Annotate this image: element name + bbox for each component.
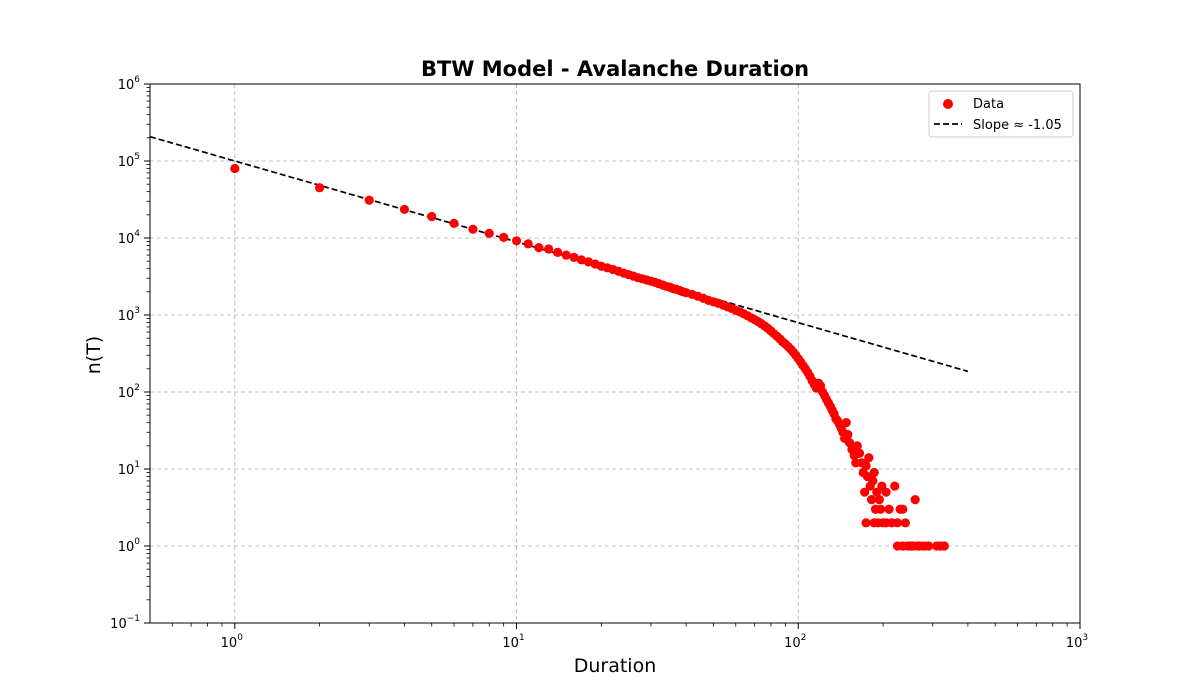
data-point	[892, 518, 903, 528]
y-tick-label-exponent: 6	[134, 75, 140, 85]
y-tick-label-base: 10	[118, 155, 135, 170]
y-tick-label: 101	[118, 460, 140, 478]
y-tick-label-exponent: 0	[134, 537, 140, 547]
x-tick-label-exponent: 2	[801, 633, 807, 643]
x-tick-label-base: 10	[221, 636, 238, 651]
data-point	[890, 481, 900, 491]
data-point	[860, 487, 870, 497]
y-tick-label: 102	[118, 383, 140, 401]
data-point	[910, 495, 920, 505]
y-tick-label-base: 10	[118, 309, 135, 324]
data-point	[861, 461, 871, 471]
data-point	[523, 239, 533, 249]
x-tick-label-base: 10	[784, 636, 801, 651]
data-point	[553, 247, 563, 258]
data-point	[852, 441, 862, 451]
data-point	[872, 487, 882, 497]
data-point	[499, 232, 509, 242]
y-tick-label: 100	[118, 537, 141, 555]
legend-entry-slope: Slope ≈ -1.05	[973, 118, 1062, 133]
y-tick-label-base: 10	[118, 463, 135, 478]
data-point	[399, 204, 410, 215]
x-tick-label: 102	[784, 633, 806, 651]
data-point	[544, 244, 554, 254]
data-point	[449, 218, 459, 228]
data-point	[900, 518, 910, 528]
x-tick-label-exponent: 0	[237, 633, 243, 643]
legend-marker-data	[943, 99, 953, 109]
data-point	[468, 224, 478, 234]
x-axis-label: Duration	[574, 655, 657, 677]
data-point	[534, 243, 544, 253]
data-point	[866, 495, 877, 505]
data-point	[484, 228, 494, 238]
data-point	[898, 504, 908, 514]
y-tick-label-base: 10	[118, 386, 135, 401]
data-point	[861, 518, 871, 528]
y-axis-label: n(T)	[83, 336, 105, 374]
data-point	[315, 183, 325, 193]
data-point	[881, 487, 891, 497]
data-point	[854, 448, 865, 458]
data-point	[569, 252, 579, 262]
data-point	[841, 418, 851, 428]
y-tick-label-exponent: 5	[134, 152, 140, 162]
x-tick-label-exponent: 3	[1082, 633, 1088, 643]
legend-frame	[928, 90, 1074, 138]
data-point	[864, 453, 874, 463]
grid	[150, 84, 1080, 623]
y-tick-label-exponent: 1	[134, 460, 140, 470]
y-tick-label-exponent: 2	[134, 383, 140, 393]
y-tick-label-exponent: 4	[134, 229, 140, 239]
data-point	[923, 541, 934, 551]
y-tick-label-base: 10	[118, 232, 135, 247]
x-tick-label-exponent: 1	[519, 633, 525, 643]
y-tick-label-exponent: 3	[134, 306, 140, 316]
y-tick-label: 105	[118, 152, 140, 170]
x-tick-label: 103	[1066, 633, 1088, 651]
data-points-layer	[230, 163, 949, 551]
y-tick-label: 104	[118, 229, 141, 247]
y-tick-label: 106	[118, 75, 141, 93]
data-point	[511, 236, 522, 246]
data-point	[427, 211, 437, 222]
data-point	[364, 195, 374, 205]
y-tick-label-exponent: −1	[127, 614, 140, 624]
legend: Data Slope ≈ -1.05	[928, 90, 1074, 138]
y-tick-label-base: 10	[110, 617, 127, 632]
data-point	[884, 504, 894, 514]
y-tick-label: 10−1	[110, 614, 140, 632]
data-point	[843, 429, 853, 440]
x-tick-label-base: 10	[502, 636, 519, 651]
data-point	[939, 541, 949, 551]
y-tick-label-base: 10	[118, 78, 135, 93]
plot-frame	[149, 83, 1081, 624]
x-tick-label-base: 10	[1066, 636, 1083, 651]
data-point	[869, 518, 879, 528]
data-point	[576, 255, 587, 265]
x-axis-ticks: 100 101 102 103	[171, 623, 1088, 651]
data-point	[868, 476, 878, 486]
data-point	[881, 518, 891, 528]
legend-entry-data: Data	[973, 97, 1004, 112]
data-point	[874, 495, 884, 505]
x-tick-label: 100	[221, 633, 244, 651]
y-tick-label: 103	[118, 306, 140, 324]
chart-title: BTW Model - Avalanche Duration	[421, 57, 809, 81]
data-point	[230, 163, 240, 174]
data-point	[869, 467, 879, 478]
data-point	[876, 504, 886, 514]
x-tick-label: 101	[502, 633, 524, 651]
y-tick-label-base: 10	[118, 540, 135, 555]
data-point	[561, 250, 571, 260]
